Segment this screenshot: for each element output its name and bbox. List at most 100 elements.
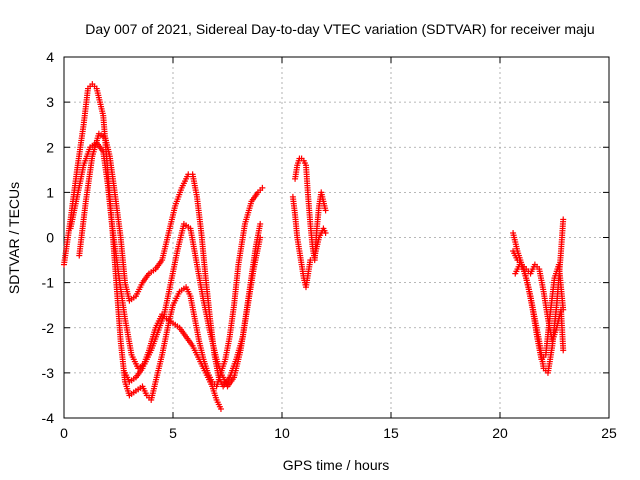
data-trail [235, 223, 248, 266]
data-trail [98, 132, 107, 140]
data-trail [135, 384, 144, 393]
data-trail [237, 308, 250, 352]
x-tick-label: 0 [60, 425, 68, 441]
y-tick-label: -3 [42, 365, 55, 381]
data-trail [81, 146, 93, 167]
data-trail [122, 381, 132, 397]
series-track-d [122, 311, 224, 412]
data-trail [183, 222, 192, 230]
data-trail [207, 331, 220, 361]
data-trail [161, 313, 168, 320]
data-trail [312, 245, 320, 257]
data-trail [140, 385, 149, 397]
y-tick-label: 3 [46, 94, 54, 110]
data-trail [294, 157, 302, 167]
data-trail [68, 196, 80, 230]
y-tick-label: -1 [42, 275, 55, 291]
data-trail [225, 376, 236, 388]
data-trail [111, 187, 124, 239]
data-trail [128, 389, 137, 397]
data-trail [303, 164, 312, 198]
data-trail [94, 87, 106, 117]
data-trail [80, 87, 91, 126]
series-track-f [289, 193, 314, 291]
data-trail [190, 345, 202, 361]
data-trail [540, 354, 547, 361]
data-trail [95, 141, 105, 153]
data-trail [128, 294, 137, 303]
data-trail [91, 83, 98, 90]
data-trail [314, 205, 322, 230]
data-trail [102, 137, 113, 158]
data-trail [171, 290, 182, 306]
data-trail [104, 182, 115, 225]
data-trail [174, 223, 187, 252]
data-trail [545, 345, 555, 374]
data-trail [510, 232, 520, 252]
data-trail [187, 295, 198, 320]
data-trail [534, 263, 541, 270]
data-trail [83, 155, 96, 203]
data-trail [166, 205, 178, 234]
data-trail [122, 281, 132, 302]
data-trail [530, 308, 540, 338]
data-trail [140, 349, 152, 370]
data-trail [198, 232, 209, 279]
data-trail [513, 263, 522, 275]
data-trail [190, 173, 200, 198]
data-trail [109, 223, 122, 275]
data-trail [209, 385, 219, 401]
data-trail [305, 259, 313, 275]
data-trail [76, 200, 89, 257]
data-trail [294, 236, 303, 252]
data-trail [168, 250, 180, 284]
data-trail [161, 281, 174, 315]
series-track-e [292, 155, 329, 264]
data-trail [187, 227, 200, 266]
data-trail [303, 272, 311, 288]
y-tick-label: 1 [46, 184, 54, 200]
data-trail [165, 317, 174, 325]
data-trail [148, 381, 159, 401]
data-trail [184, 335, 195, 347]
data-trail [521, 268, 531, 288]
chart-title: Day 007 of 2021, Sidereal Day-to-day VTE… [85, 21, 594, 37]
data-trail [298, 263, 307, 279]
x-axis-label: GPS time / hours [283, 457, 390, 473]
data-trail [318, 191, 326, 203]
data-trail [226, 304, 237, 338]
data-trail [200, 299, 213, 334]
data-trail [177, 326, 188, 338]
data-trail [129, 354, 141, 370]
data-trail [153, 258, 164, 271]
data-trail [172, 321, 181, 330]
data-trail [536, 268, 547, 293]
data-trail [159, 322, 172, 356]
data-trail [251, 236, 263, 270]
series-track-c [67, 139, 264, 390]
data-trail [146, 327, 158, 352]
data-trail [178, 285, 187, 294]
data-trail [159, 232, 172, 261]
y-tick-label: 2 [46, 139, 54, 155]
data-trail [148, 267, 157, 276]
data-trail [117, 236, 128, 284]
data-trail [242, 200, 254, 225]
x-tick-label: 20 [492, 425, 508, 441]
data-trail [222, 336, 233, 361]
data-trail [172, 187, 184, 207]
data-trail [74, 123, 87, 171]
data-trail [305, 196, 314, 225]
data-trail [231, 263, 242, 306]
data-trail [74, 164, 87, 198]
data-trail [203, 372, 215, 388]
data-trail [540, 290, 551, 320]
data-trail [153, 354, 165, 383]
x-tick-label: 15 [383, 425, 399, 441]
data-trail [122, 317, 135, 356]
data-trail [550, 327, 559, 343]
data-trail [244, 268, 257, 311]
data-trail [516, 259, 523, 266]
y-tick-label: 4 [46, 49, 54, 65]
